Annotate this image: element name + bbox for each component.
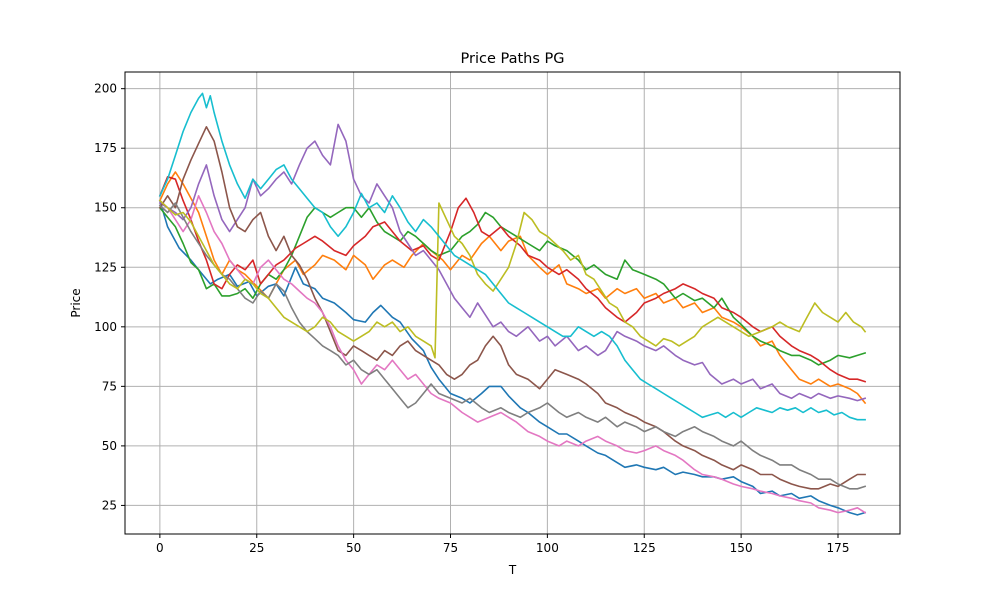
y-tick-label: 200 [94,82,117,96]
x-tick-label: 25 [249,541,264,555]
series-line-10 [158,92,866,421]
y-tick-label: 25 [102,498,117,512]
series-line-5 [158,123,867,402]
x-tick-label: 150 [730,541,753,555]
y-tick-label: 175 [94,141,117,155]
axis-ticks: 0 25 50 75 100 125 150 175 25 50 75 100 125 150 175 200 [94,82,849,555]
x-tick-label: 175 [827,541,850,555]
y-tick-label: 100 [94,320,117,334]
series-line-9 [158,199,867,359]
x-axis-label: T [508,563,517,577]
x-tick-label: 50 [346,541,361,555]
y-tick-label: 125 [94,260,117,274]
series-line-7 [158,195,867,514]
chart-title: Price Paths PG [461,51,565,67]
series-line-8 [158,202,867,490]
x-tick-label: 125 [633,541,656,555]
plot-frame [124,71,901,535]
series-lines [158,92,867,516]
x-tick-label: 100 [536,541,559,555]
x-tick-label: 75 [443,541,458,555]
y-tick-label: 150 [94,201,117,215]
series-line-4 [158,176,867,383]
y-tick-label: 75 [102,379,117,393]
x-tick-label: 0 [156,541,164,555]
y-axis-label: Price [69,288,83,317]
grid [125,72,900,534]
series-line-6 [158,126,866,490]
y-tick-label: 50 [102,439,117,453]
